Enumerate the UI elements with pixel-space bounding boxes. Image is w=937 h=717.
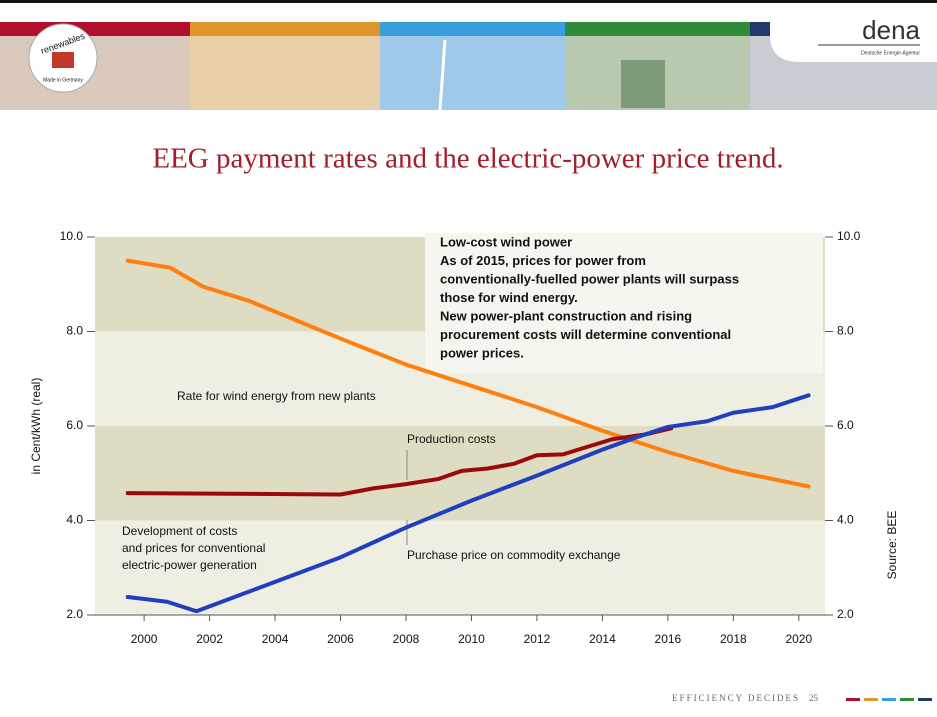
note-line: electric-power generation [122, 558, 257, 572]
banner-stripe [380, 22, 565, 36]
slide-title: EEG payment rates and the electric-power… [152, 143, 783, 175]
y-axis-label: in Cent/kWh (real) [29, 378, 43, 475]
logo: dena [862, 15, 920, 45]
banner-stripe [0, 22, 190, 36]
x-tick-label: 2006 [327, 632, 354, 646]
dash [918, 698, 932, 701]
chart: 2.0 4.0 6.0 8.0 10.0 2.0 4.0 6.0 8.0 10.0 2000 2002… [60, 229, 861, 646]
callout-line: New power-plant construction and rising [440, 308, 692, 323]
silo [621, 60, 665, 108]
x-tick-label: 2008 [393, 632, 420, 646]
page-number: 25 [809, 693, 819, 703]
x-tick-label: 2014 [589, 632, 616, 646]
turbine [438, 39, 447, 111]
x-tick-label: 2012 [524, 632, 551, 646]
series-label: Purchase price on commodity exchange [407, 548, 621, 562]
series-line [125, 258, 811, 489]
x-tick-label: 2018 [720, 632, 747, 646]
callout-line: Low-cost wind power [440, 234, 572, 249]
x-tick-label: 2016 [655, 632, 682, 646]
series-line [125, 393, 811, 614]
y2-tick-label: 10.0 [837, 229, 861, 243]
note-line: and prices for conventional [122, 541, 265, 555]
source: Source: BEE [885, 511, 899, 580]
badge-subtitle: Made in Germany [43, 77, 83, 83]
y-tick-label: 6.0 [66, 418, 83, 432]
series-label: Production costs [407, 432, 496, 446]
note-line: Development of costs [122, 524, 237, 538]
band [95, 520, 825, 615]
y-tick-label: 2.0 [66, 607, 83, 621]
series-label: Rate for wind energy from new plants [177, 389, 376, 403]
callout-line: conventionally-fuelled power plants will… [440, 271, 739, 286]
callout-box [425, 233, 823, 373]
series-line [125, 426, 674, 497]
dash [900, 698, 914, 701]
x-tick-label: 2000 [131, 632, 158, 646]
x-tick-label: 2020 [785, 632, 812, 646]
logo-subtitle: Deutsche Energie-Agentur [861, 50, 920, 56]
dash [846, 698, 860, 701]
dash [882, 698, 896, 701]
top-rule [0, 0, 937, 3]
footer: EFFICIENCY DECIDES [672, 693, 800, 703]
x-tick-label: 2004 [262, 632, 289, 646]
banner-panel [190, 22, 380, 110]
footer-dashes [846, 698, 932, 701]
x-tick-label: 2010 [458, 632, 485, 646]
y2-tick-label: 8.0 [837, 324, 854, 338]
x-tick-label: 2002 [196, 632, 223, 646]
badge-icon [52, 52, 74, 68]
logo-area [770, 3, 937, 62]
y-tick-label: 8.0 [66, 324, 83, 338]
banner-stripe [565, 22, 750, 36]
callout-line: procurement costs will determine convent… [440, 327, 731, 342]
banner-panel [380, 22, 565, 110]
y-tick-label: 4.0 [66, 513, 83, 527]
y-tick-label: 10.0 [60, 229, 84, 243]
callout-line: those for wind energy. [440, 290, 578, 305]
dash [864, 698, 878, 701]
banner-stripe [190, 22, 380, 36]
y2-tick-label: 2.0 [837, 607, 854, 621]
callout-line: As of 2015, prices for power from [440, 253, 646, 268]
y2-tick-label: 6.0 [837, 418, 854, 432]
y2-tick-label: 4.0 [837, 513, 854, 527]
callout-line: power prices. [440, 345, 524, 360]
